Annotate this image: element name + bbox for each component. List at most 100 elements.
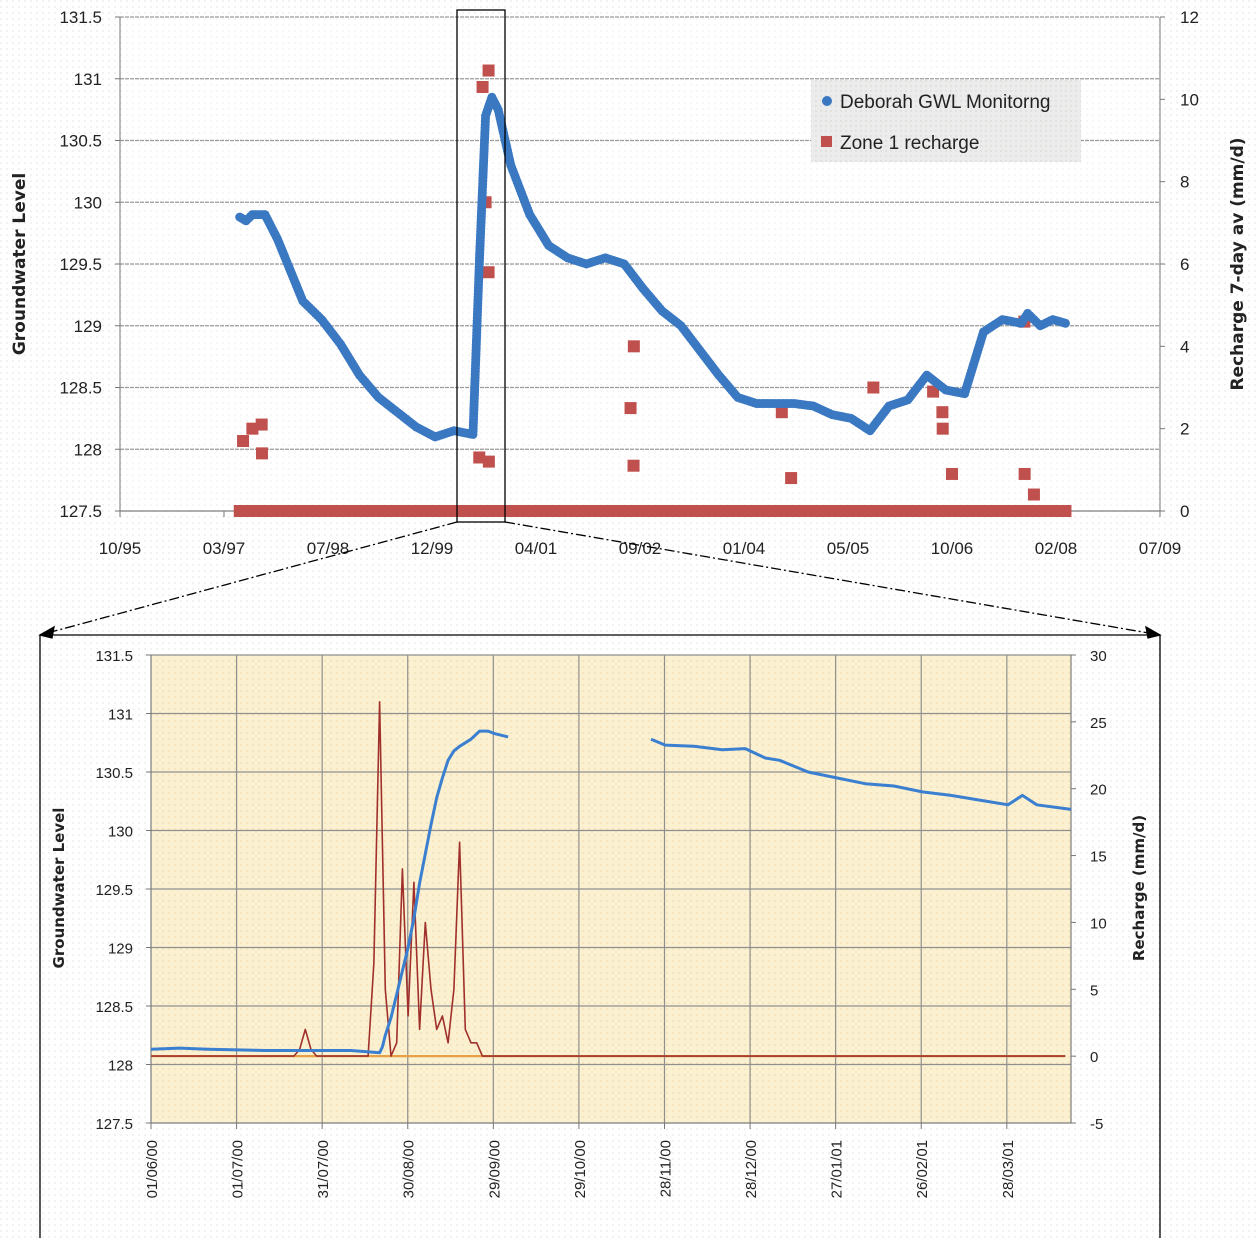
recharge-point [785, 472, 798, 485]
bottom-left-axis-title: Groundwater Level [50, 808, 68, 969]
recharge-line [151, 700, 1066, 1057]
recharge-point [473, 451, 486, 464]
top-right-tick-label: 0 [1180, 502, 1189, 521]
top-left-tick-label: 128.5 [59, 379, 102, 398]
gwl-point [1060, 318, 1070, 328]
bottom-x-tick-label: 27/01/01 [829, 1140, 846, 1198]
legend-marker-recharge [821, 136, 832, 147]
connector-left [39, 521, 458, 636]
bottom-left-tick-label: 131 [108, 707, 133, 724]
recharge-point [237, 435, 250, 448]
top-chart: 127.5128128.5129129.5130130.5131131.5024… [10, 8, 1248, 558]
top-left-tick-label: 131.5 [59, 8, 102, 27]
bottom-right-tick-label: 20 [1090, 782, 1107, 799]
connector-right [504, 521, 1161, 636]
recharge-point [946, 467, 958, 480]
top-left-tick-label: 129 [74, 317, 102, 336]
recharge-point [936, 406, 949, 419]
legend-box [811, 80, 1081, 162]
legend-label-gwl: Deborah GWL Monitorng [840, 92, 1051, 113]
top-right-tick-label: 4 [1180, 337, 1189, 356]
top-left-axis-title: Groundwater Level [10, 173, 30, 355]
bottom-axes [146, 654, 1076, 1129]
top-left-tick-label: 127.5 [59, 502, 102, 521]
bottom-right-tick-label: 5 [1090, 982, 1098, 999]
recharge-point [1018, 467, 1031, 480]
top-left-tick-label: 130.5 [59, 132, 102, 151]
bottom-x-tick-label: 28/03/01 [1000, 1140, 1017, 1198]
bottom-x-tick-label: 01/07/00 [230, 1140, 247, 1198]
zoom-connectors [38, 521, 1162, 1238]
top-x-tick-label: 03/97 [203, 539, 246, 558]
bottom-x-tick-label: 26/02/01 [914, 1140, 931, 1198]
recharge-point [246, 422, 259, 435]
recharge-point [936, 422, 949, 435]
top-right-axis-title: Recharge 7-day av (mm/d) [1228, 137, 1248, 390]
top-x-tick-label: 10/95 [99, 539, 142, 558]
top-right-tick-label: 2 [1180, 420, 1189, 439]
recharge-point [627, 459, 640, 472]
top-right-tick-label: 10 [1180, 90, 1199, 109]
bottom-left-tick-label: 130 [108, 824, 133, 841]
bottom-x-tick-label: 29/10/00 [572, 1140, 589, 1198]
bottom-series [150, 700, 1072, 1058]
bottom-right-tick-label: 0 [1090, 1049, 1098, 1066]
bottom-chart: 127.5 128 128.5 129 129.5 130 130.5 131 131.5 -5 0… [50, 648, 1148, 1198]
bottom-x-tick-label: 28/12/00 [743, 1140, 760, 1198]
top-left-tick-label: 130 [74, 193, 102, 212]
recharge-point [255, 447, 268, 460]
bottom-left-tick-label: 131.5 [95, 648, 133, 665]
bottom-x-tick-label: 30/08/00 [401, 1140, 418, 1198]
recharge-point [482, 266, 495, 279]
bottom-left-tick-label: 130.5 [95, 765, 133, 782]
recharge-point [624, 402, 637, 415]
legend-label-recharge: Zone 1 recharge [840, 133, 979, 154]
top-gwl-series [235, 92, 1070, 442]
bottom-x-tick-label: 01/06/00 [144, 1140, 161, 1198]
top-x-tick-label: 10/06 [931, 539, 974, 558]
bottom-x-tick-label: 31/07/00 [315, 1140, 332, 1198]
recharge-point [482, 64, 495, 77]
bottom-left-tick-label: 129.5 [95, 882, 133, 899]
top-x-tick-label: 12/99 [411, 539, 454, 558]
recharge-point [775, 406, 788, 419]
bottom-right-axis-title: Recharge (mm/d) [1130, 815, 1148, 961]
bottom-left-tick-label: 128 [108, 1058, 133, 1075]
top-x-tick-label: 07/09 [1139, 539, 1182, 558]
bottom-left-tick-label: 129 [108, 941, 133, 958]
recharge-baseline-band [233, 505, 1072, 517]
bottom-right-tick-label: 25 [1090, 715, 1107, 732]
gwl-line [150, 729, 509, 1055]
bottom-left-tick-label: 127.5 [95, 1116, 133, 1133]
top-right-tick-label: 6 [1180, 255, 1189, 274]
recharge-point [927, 385, 940, 398]
top-x-tick-label: 04/01 [515, 539, 558, 558]
bottom-right-tick-label: 30 [1090, 648, 1107, 665]
recharge-point [255, 418, 268, 431]
top-x-tick-label: 05/05 [827, 539, 870, 558]
top-x-tick-label: 01/04 [723, 539, 766, 558]
bottom-x-tick-label: 29/09/00 [486, 1140, 503, 1198]
bottom-tick-labels: 127.5 128 128.5 129 129.5 130 130.5 131 131.5 -5 0… [95, 648, 1106, 1198]
recharge-point [627, 340, 640, 353]
recharge-point [867, 381, 880, 394]
top-left-tick-label: 131 [74, 70, 102, 89]
top-x-tick-label: 02/08 [1035, 539, 1078, 558]
bottom-right-tick-label: -5 [1090, 1116, 1103, 1133]
top-legend: Deborah GWL Monitorng Zone 1 recharge [811, 80, 1081, 162]
bottom-left-tick-label: 128.5 [95, 999, 133, 1016]
top-left-tick-label: 128 [74, 440, 102, 459]
recharge-point [1027, 488, 1040, 501]
bottom-right-tick-label: 10 [1090, 915, 1107, 932]
bottom-right-tick-label: 15 [1090, 849, 1107, 866]
top-right-tick-label: 12 [1180, 8, 1199, 27]
top-right-tick-label: 8 [1180, 173, 1189, 192]
gwl-line-continued [650, 737, 1072, 811]
top-tick-labels: 127.5128128.5129129.5130130.5131131.5024… [59, 8, 1198, 558]
legend-marker-gwl [822, 96, 832, 106]
recharge-point [482, 455, 495, 468]
top-left-tick-label: 129.5 [59, 255, 102, 274]
bottom-x-tick-label: 28/11/00 [657, 1140, 674, 1197]
recharge-point [476, 80, 489, 93]
